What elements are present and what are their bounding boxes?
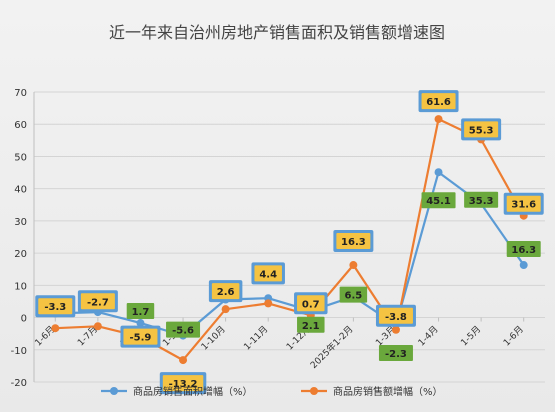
data-label: 35.3 xyxy=(469,196,494,207)
legend-label: 商品房销售额增幅（%） xyxy=(333,385,443,398)
series-1-point xyxy=(51,324,60,333)
data-label-box xyxy=(378,344,413,361)
legend: 商品房销售面积增幅（%） 商品房销售额增幅（%） xyxy=(101,385,443,398)
data-label: 55.3 xyxy=(469,125,494,136)
data-label: 31.6 xyxy=(511,200,536,211)
legend-label: 商品房销售面积增幅（%） xyxy=(133,385,253,398)
y-tick-label: 70 xyxy=(14,88,27,99)
data-label: -2.3 xyxy=(385,349,407,360)
data-label: 2.1 xyxy=(302,321,320,332)
y-tick-label: 0 xyxy=(21,314,27,325)
series-1-point xyxy=(434,115,443,124)
x-axis: 1-6月1-7月1-8月1-9月1-10月1-11月1-12月2025年1-2月… xyxy=(33,323,526,371)
data-label-box xyxy=(421,93,456,110)
data-label-box xyxy=(464,191,499,208)
x-tick-label: 1-11月 xyxy=(242,324,271,353)
data-label: 2.6 xyxy=(217,287,235,298)
y-tick-label: -10 xyxy=(11,346,27,357)
y-tick-label: 40 xyxy=(14,185,27,196)
data-label-box xyxy=(336,233,371,250)
series-0-point xyxy=(136,319,145,328)
data-label: -3.3 xyxy=(44,302,66,313)
data-label: 6.5 xyxy=(345,291,363,302)
y-axis: -20 -10 0 10 20 30 40 50 60 70 xyxy=(11,88,27,389)
data-label: 16.3 xyxy=(341,237,366,248)
data-label-box xyxy=(211,283,240,300)
data-label: 4.4 xyxy=(259,269,277,280)
data-label-box xyxy=(162,375,204,392)
data-label-box xyxy=(38,298,73,315)
data-label: 61.6 xyxy=(426,97,451,108)
data-label-box xyxy=(464,121,499,138)
series-lines xyxy=(55,118,525,362)
series-1-point xyxy=(221,305,230,314)
data-label-box xyxy=(166,321,201,338)
legend-marker-1 xyxy=(310,387,318,395)
series-1-point xyxy=(264,299,273,308)
data-label-box xyxy=(80,293,115,310)
data-label-box xyxy=(421,192,456,209)
series-1-point xyxy=(179,356,188,365)
series-0-point xyxy=(519,261,528,270)
x-tick-label: 1-5月 xyxy=(459,324,484,349)
series-line-0 xyxy=(55,171,525,337)
y-tick-label: 10 xyxy=(14,281,27,292)
data-label-box xyxy=(123,328,158,345)
data-label: -5.9 xyxy=(130,333,152,344)
data-label-box xyxy=(297,316,325,333)
series-1-point xyxy=(349,261,358,270)
legend-marker-0 xyxy=(110,387,118,395)
data-label: -3.8 xyxy=(385,312,407,323)
data-label: -5.6 xyxy=(172,326,194,337)
data-label-box xyxy=(506,241,541,258)
data-label: 1.7 xyxy=(132,307,150,318)
x-tick-label: 1-6月 xyxy=(501,324,526,349)
y-tick-label: -20 xyxy=(11,378,27,389)
series-0-point xyxy=(434,168,443,177)
x-tick-label: 1-10月 xyxy=(199,324,228,353)
y-tick-label: 20 xyxy=(14,249,27,260)
data-label: 0.7 xyxy=(302,299,320,310)
data-label-box xyxy=(126,303,155,320)
data-label-box xyxy=(506,195,541,212)
data-label: 45.1 xyxy=(426,196,451,207)
data-label-box xyxy=(339,286,368,303)
y-tick-label: 30 xyxy=(14,217,27,228)
data-label: 16.3 xyxy=(511,245,536,256)
series-1-point xyxy=(391,325,400,334)
y-tick-label: 50 xyxy=(14,152,27,163)
data-label: -13.2 xyxy=(169,379,198,390)
chart-title: 近一年来自治州房地产销售面积及销售额增速图 xyxy=(109,23,445,42)
data-label-box xyxy=(297,295,325,312)
y-tick-label: 60 xyxy=(14,120,27,131)
series-1-point xyxy=(93,322,102,331)
x-tick-label: 1-4月 xyxy=(416,324,441,349)
series-line-1 xyxy=(55,118,525,362)
data-labels: 1.7-5.65.62.16.5-2.345.135.316.3-3.3-2.7… xyxy=(35,90,544,395)
data-label: -2.7 xyxy=(87,297,109,308)
data-label-box xyxy=(378,307,413,324)
data-label-box xyxy=(254,265,282,282)
